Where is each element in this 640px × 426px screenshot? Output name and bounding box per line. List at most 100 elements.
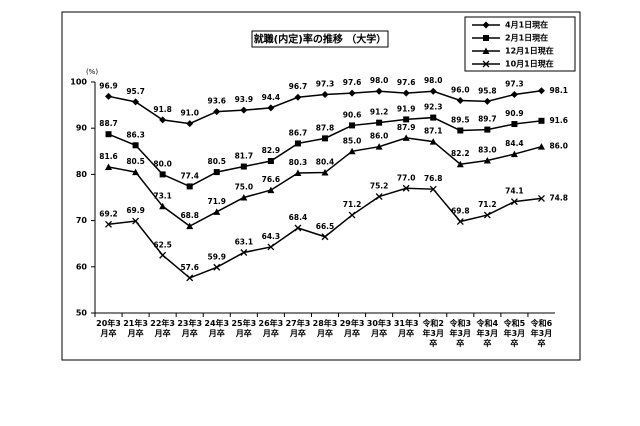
value-label: 95.7	[126, 87, 145, 96]
marker	[213, 169, 220, 176]
marker	[456, 96, 464, 104]
value-label: 77.0	[397, 173, 416, 182]
x-tick-label: 令和5年3月卒	[503, 319, 526, 348]
value-label: 76.8	[424, 174, 443, 183]
x-tick-label: 23年3月卒	[177, 319, 203, 338]
value-label: 71.2	[478, 200, 497, 209]
marker	[105, 163, 113, 171]
value-label: 80.4	[316, 158, 335, 167]
marker	[159, 202, 167, 210]
marker	[483, 157, 491, 164]
x-tick-label: 20年3月卒	[96, 319, 121, 338]
marker	[321, 233, 329, 241]
marker	[402, 89, 410, 97]
value-label: 81.6	[99, 152, 118, 161]
marker	[159, 171, 166, 178]
x-tick-label: 29年3月卒	[339, 319, 365, 338]
y-tick-label: 60	[76, 262, 88, 271]
value-label: 76.6	[262, 175, 281, 184]
x-tick-label: 令和6年3月卒	[530, 319, 553, 348]
value-label: 71.9	[208, 197, 227, 206]
marker	[482, 60, 490, 68]
value-label: 86.0	[549, 142, 568, 151]
x-tick-label: 30年3月卒	[366, 319, 392, 338]
x-tick-label: 27年3月卒	[285, 319, 311, 338]
marker	[537, 87, 545, 95]
marker	[348, 211, 356, 219]
marker	[376, 119, 383, 126]
marker	[213, 108, 221, 116]
value-label: 69.9	[126, 206, 145, 215]
value-label: 90.6	[343, 110, 362, 119]
value-label: 93.9	[235, 95, 254, 104]
x-tick-label: 令和4年3月卒	[476, 319, 499, 348]
marker	[240, 106, 248, 114]
y-unit: (%)	[86, 68, 98, 76]
series-line	[108, 137, 542, 228]
x-tick-label: 31年3月卒	[393, 319, 419, 338]
value-label: 93.6	[208, 97, 227, 106]
marker	[402, 184, 410, 192]
value-label: 97.3	[505, 79, 524, 88]
marker	[322, 135, 328, 142]
x-tick-label: 24年3月卒	[204, 319, 230, 338]
value-label: 96.0	[451, 85, 470, 94]
marker	[403, 116, 410, 123]
x-tick-label: 令和3年3月卒	[449, 319, 472, 348]
marker	[402, 134, 410, 141]
value-label: 86.3	[126, 130, 145, 139]
y-tick-label: 70	[76, 216, 88, 225]
value-label: 69.2	[99, 209, 118, 218]
marker	[429, 87, 437, 95]
marker	[375, 193, 383, 201]
value-label: 96.9	[99, 81, 118, 90]
y-tick-label: 100	[70, 78, 87, 87]
x-tick-label: 25年3月卒	[231, 319, 257, 338]
marker	[510, 150, 518, 158]
marker	[483, 35, 489, 41]
marker	[105, 220, 112, 228]
marker	[213, 263, 221, 271]
value-label: 82.9	[262, 146, 281, 155]
x-tick-label: 26年3月卒	[258, 319, 284, 338]
value-label: 80.3	[289, 158, 308, 167]
value-label: 88.7	[99, 119, 118, 128]
value-label: 87.9	[397, 123, 416, 132]
marker	[159, 251, 167, 259]
value-label: 97.6	[343, 78, 362, 87]
marker	[294, 224, 302, 232]
value-label: 71.2	[343, 200, 362, 209]
marker	[105, 131, 112, 138]
value-label: 75.2	[370, 182, 389, 191]
marker	[267, 186, 275, 194]
value-label: 96.7	[289, 82, 308, 91]
value-label: 74.8	[549, 193, 568, 202]
marker	[456, 160, 464, 168]
value-label: 66.5	[316, 222, 335, 231]
x-tick-label: 21年3月卒	[123, 319, 148, 338]
marker	[213, 208, 221, 215]
marker	[482, 47, 490, 54]
marker	[348, 147, 356, 155]
value-label: 87.1	[424, 127, 443, 136]
marker	[294, 169, 302, 177]
marker	[186, 274, 194, 282]
value-label: 97.3	[316, 79, 335, 88]
value-label: 68.8	[180, 211, 199, 220]
marker	[511, 121, 518, 128]
series-line	[108, 187, 542, 279]
marker	[294, 93, 302, 101]
marker	[186, 120, 194, 128]
legend-label: 4月1日現在	[505, 20, 548, 30]
marker	[375, 87, 383, 95]
marker	[349, 122, 356, 129]
marker	[321, 90, 329, 98]
x-tick-label: 令和2年3月卒	[422, 319, 445, 348]
value-label: 81.7	[235, 152, 254, 161]
value-label: 62.5	[153, 240, 172, 249]
value-label: 97.6	[397, 78, 416, 87]
value-label: 83.0	[478, 146, 497, 155]
value-label: 91.0	[180, 109, 199, 118]
